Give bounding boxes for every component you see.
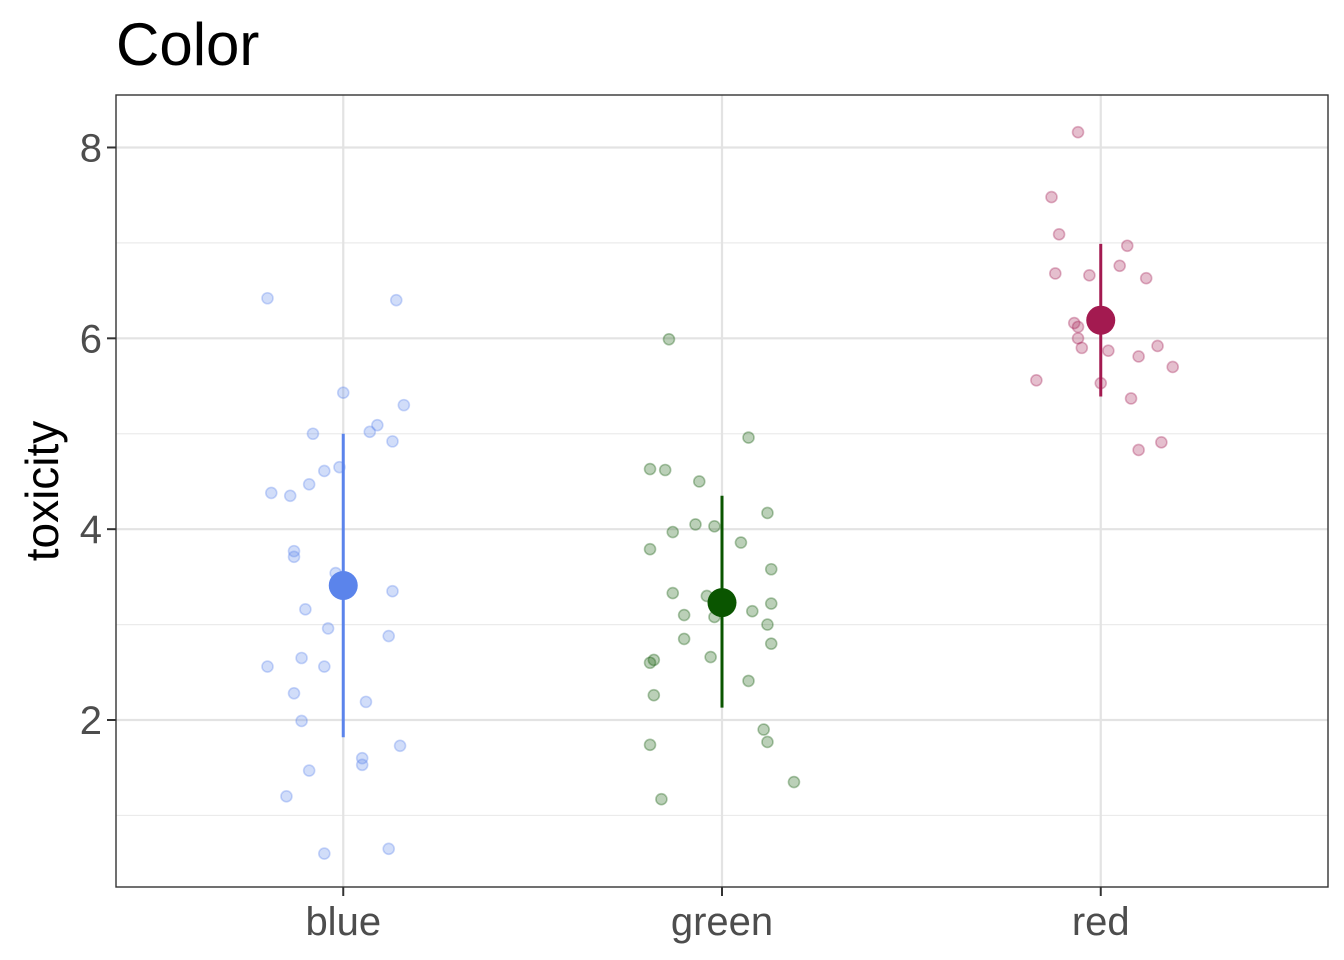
data-point-blue bbox=[389, 293, 403, 307]
data-point-green bbox=[689, 518, 702, 531]
data-point-green bbox=[742, 674, 755, 688]
data-point-green bbox=[666, 586, 680, 600]
data-point-green bbox=[704, 650, 717, 664]
data-point-blue bbox=[318, 464, 331, 478]
data-point-blue bbox=[386, 584, 399, 598]
data-point-green bbox=[708, 520, 721, 533]
y-tick-label: 6 bbox=[80, 317, 102, 361]
data-point-red bbox=[1124, 392, 1138, 405]
data-point-blue bbox=[280, 790, 293, 803]
data-point-blue bbox=[302, 764, 316, 777]
data-point-green bbox=[658, 463, 672, 477]
data-point-green bbox=[745, 604, 759, 618]
data-point-blue bbox=[359, 695, 373, 709]
y-tick-label: 2 bbox=[80, 699, 102, 743]
data-point-green bbox=[643, 738, 657, 752]
data-points bbox=[261, 125, 1180, 860]
data-point-red bbox=[1067, 316, 1081, 330]
data-point-green bbox=[662, 332, 676, 346]
data-point-green bbox=[764, 562, 778, 576]
data-point-blue bbox=[287, 544, 301, 558]
data-point-green bbox=[757, 723, 770, 736]
data-point-blue bbox=[318, 660, 331, 673]
data-point-red bbox=[1151, 339, 1164, 353]
data-point-red bbox=[1120, 239, 1134, 253]
data-point-green bbox=[643, 462, 657, 476]
data-point-red bbox=[1075, 341, 1089, 355]
data-point-green bbox=[761, 618, 774, 631]
data-point-blue bbox=[355, 751, 369, 765]
data-point-blue bbox=[299, 603, 312, 616]
data-point-blue bbox=[321, 622, 335, 635]
data-point-blue bbox=[264, 486, 278, 500]
data-point-blue bbox=[306, 427, 320, 441]
y-axis: 2 4 6 8 bbox=[80, 126, 116, 743]
data-point-red bbox=[1049, 267, 1062, 280]
mean-point-red bbox=[1086, 305, 1116, 335]
data-point-blue bbox=[363, 425, 377, 439]
data-point-green bbox=[647, 688, 661, 702]
data-point-blue bbox=[318, 847, 331, 860]
mean-point-blue bbox=[328, 570, 358, 600]
x-tick-label: green bbox=[671, 900, 773, 944]
data-point-blue bbox=[295, 714, 308, 728]
chart-title: Color bbox=[116, 11, 259, 78]
data-point-red bbox=[1132, 443, 1145, 457]
data-point-green bbox=[764, 597, 778, 610]
data-point-green bbox=[787, 775, 801, 789]
data-point-red bbox=[1102, 344, 1115, 358]
data-point-blue bbox=[287, 686, 301, 700]
y-tick-label: 4 bbox=[80, 508, 102, 552]
data-point-green bbox=[761, 506, 774, 520]
data-point-red bbox=[1071, 332, 1085, 345]
x-axis: blue green red bbox=[305, 887, 1130, 944]
data-point-red bbox=[1045, 190, 1058, 204]
x-tick-label: red bbox=[1072, 900, 1130, 944]
data-point-red bbox=[1083, 269, 1096, 282]
data-point-red bbox=[1113, 259, 1126, 273]
data-point-green bbox=[764, 637, 778, 650]
y-tick-label: 8 bbox=[80, 126, 102, 170]
data-point-green bbox=[742, 431, 755, 444]
data-point-green bbox=[761, 735, 774, 749]
data-point-red bbox=[1166, 360, 1180, 374]
data-point-green bbox=[677, 608, 691, 622]
data-point-blue bbox=[382, 629, 396, 643]
data-point-green bbox=[647, 653, 661, 667]
data-point-blue bbox=[283, 489, 297, 503]
summary-marks bbox=[328, 243, 1116, 738]
data-point-green bbox=[655, 792, 668, 806]
data-point-blue bbox=[393, 739, 407, 753]
data-point-blue bbox=[261, 291, 274, 305]
data-point-red bbox=[1030, 374, 1043, 387]
data-point-green bbox=[692, 475, 706, 488]
data-point-green bbox=[677, 632, 691, 646]
x-tick-label: blue bbox=[305, 900, 381, 944]
data-point-blue bbox=[261, 660, 274, 673]
data-point-red bbox=[1132, 350, 1145, 363]
data-point-blue bbox=[295, 651, 308, 665]
data-point-blue bbox=[386, 435, 399, 448]
data-point-green bbox=[643, 542, 657, 556]
data-point-green bbox=[734, 536, 748, 549]
plot-panel bbox=[115, 94, 1329, 888]
data-point-blue bbox=[287, 550, 301, 564]
data-point-red bbox=[1155, 436, 1168, 449]
data-point-blue bbox=[302, 478, 316, 491]
data-point-red bbox=[1071, 320, 1085, 334]
data-point-red bbox=[1071, 125, 1085, 139]
data-point-red bbox=[1052, 228, 1066, 241]
mean-point-green bbox=[707, 588, 737, 618]
y-axis-title: toxicity bbox=[16, 421, 68, 562]
data-point-blue bbox=[371, 418, 384, 432]
data-point-blue bbox=[382, 842, 396, 856]
data-point-blue bbox=[336, 386, 350, 400]
data-point-blue bbox=[397, 398, 411, 412]
data-point-green bbox=[643, 656, 657, 670]
data-point-red bbox=[1139, 271, 1153, 285]
data-point-green bbox=[666, 525, 680, 539]
data-point-blue bbox=[355, 758, 369, 772]
